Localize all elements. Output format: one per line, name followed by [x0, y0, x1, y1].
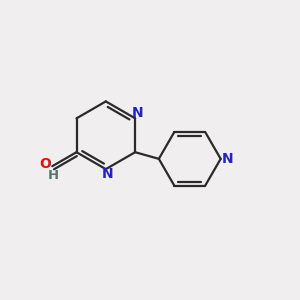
Text: O: O [39, 157, 51, 171]
Text: N: N [102, 167, 113, 182]
Text: N: N [132, 106, 143, 120]
Text: N: N [221, 152, 233, 166]
Text: H: H [48, 169, 59, 182]
